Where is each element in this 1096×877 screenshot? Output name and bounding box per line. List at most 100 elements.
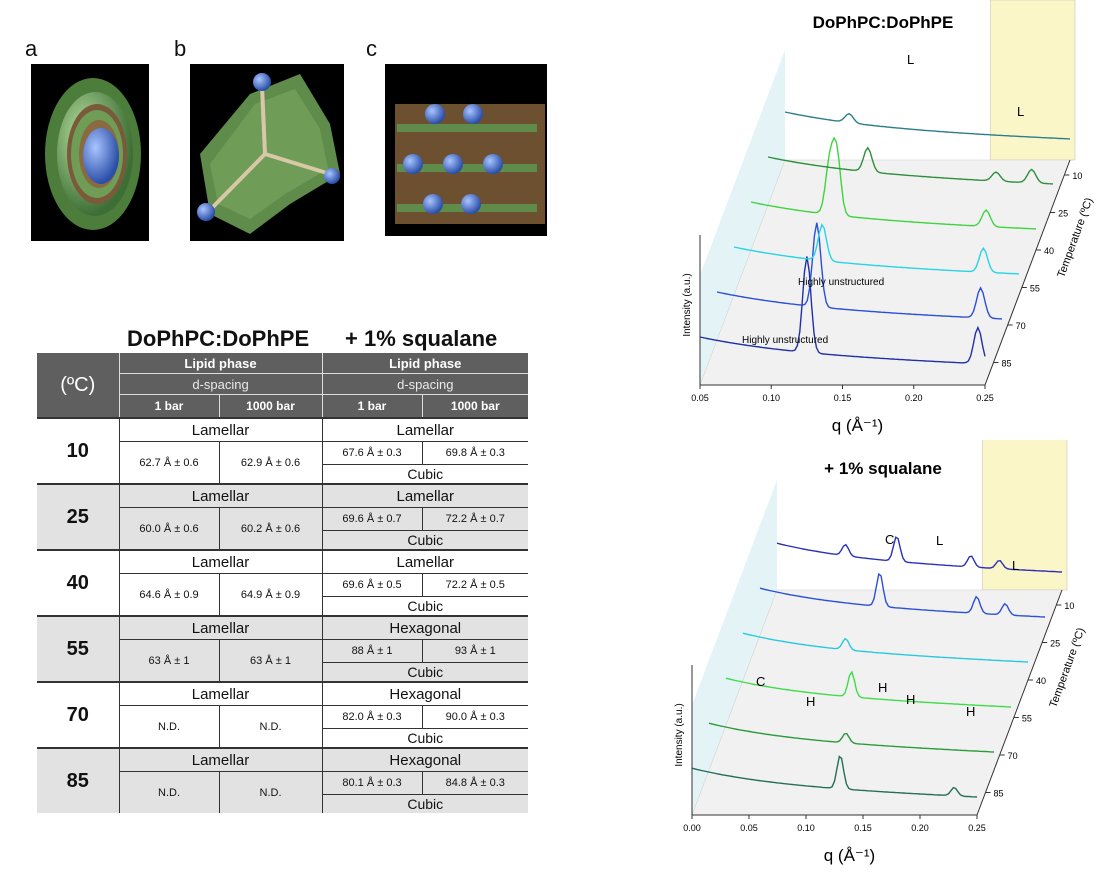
series-line	[742, 632, 1029, 663]
left-phase: Lamellar	[119, 681, 323, 706]
peak-annotation: H	[906, 692, 915, 707]
series-line	[716, 222, 1003, 320]
row-temperature: 85	[37, 747, 120, 813]
series-line	[750, 136, 1037, 230]
left-phase: Lamellar	[119, 615, 323, 640]
left-wall	[700, 50, 785, 385]
d-spacing-header-right: d-spacing	[322, 373, 529, 395]
right-value-1000bar: 69.8 Å ± 0.3	[445, 447, 505, 459]
peak-annotation: C	[885, 532, 894, 547]
right-value-1bar: 67.6 Å ± 0.3	[322, 441, 423, 465]
left-phase: Lamellar	[119, 747, 323, 772]
right-phase: Hexagonal	[322, 681, 529, 706]
series-line	[759, 572, 1046, 618]
pressure-1000bar-left: 1000 bar	[219, 394, 323, 418]
back-wall	[981, 429, 1068, 591]
z-tick-label: 85	[994, 789, 1004, 799]
left-value-1bar: 60.0 Å ± 0.6	[119, 507, 220, 550]
peak-annotation: L	[936, 533, 943, 548]
left-phase: Lamellar	[119, 549, 323, 574]
series-line	[767, 146, 1054, 185]
x-tick-label: 0.25	[968, 823, 986, 833]
y-axis-label: Intensity (a.u.)	[674, 703, 685, 766]
table-title-right: + 1% squalane	[345, 326, 498, 351]
series-line	[725, 670, 1012, 708]
z-tick-label: 85	[1002, 359, 1012, 369]
z-tick-label: 55	[1022, 714, 1032, 724]
left-value-1000bar: 64.9 Å ± 0.9	[219, 573, 323, 616]
left-phase: Lamellar	[119, 483, 323, 508]
table-row: 55 Lamellar Hexagonal	[37, 615, 529, 682]
right-phase: Hexagonal	[322, 615, 529, 640]
x-tick-label: 0.05	[691, 393, 709, 403]
cubic-phase-illustration	[190, 64, 344, 241]
right-phase: Lamellar	[322, 549, 529, 574]
right-value-1000bar: 72.2 Å ± 0.5	[445, 579, 505, 591]
pressure-1bar-right: 1 bar	[322, 394, 423, 418]
x-tick-label: 0.10	[762, 393, 780, 403]
table-title-left: DoPhPC:DoPhPE	[127, 326, 310, 351]
left-value-1bar: N.D.	[119, 771, 220, 813]
z-tick-label: 10	[1072, 171, 1082, 181]
left-value-1bar: 63 Å ± 1	[119, 639, 220, 682]
x-axis-label: q (Å⁻¹)	[824, 846, 875, 865]
lipid-phase-header-right: Lipid phase	[322, 353, 529, 374]
peak-annotation: Highly unstructured	[742, 335, 828, 346]
chart-title: + 1% squalane	[824, 459, 942, 478]
z-tick-label: 70	[1016, 321, 1026, 331]
right-value-1bar: 69.6 Å ± 0.5	[322, 573, 423, 597]
peak-annotation: C	[756, 674, 765, 689]
z-axis	[984, 159, 1071, 386]
chart-title: DoPhPC:DoPhPE	[813, 13, 954, 32]
series-line	[708, 722, 995, 753]
series-line	[784, 111, 1071, 140]
left-value-1000bar: 63 Å ± 1	[219, 639, 323, 682]
right-value-1bar: 82.0 Å ± 0.3	[322, 705, 423, 729]
left-value-1bar: 64.6 Å ± 0.9	[119, 573, 220, 616]
z-tick-label: 55	[1030, 284, 1040, 294]
peak-annotation: H	[806, 694, 815, 709]
pressure-1bar-left: 1 bar	[119, 394, 220, 418]
right-phase: Lamellar	[322, 417, 529, 442]
vesicle-illustration	[31, 64, 149, 241]
saxs-plot-top: DoPhPC:DoPhPE 0.05 0.10 0.15 0.20 0.25 q (Å⁻¹)…	[670, 0, 1096, 440]
right-extra-phase: Cubic	[322, 662, 529, 682]
panel-letter-c: c	[366, 36, 377, 61]
peak-annotation: H	[878, 680, 887, 695]
table-row: 25 Lamellar Lamellar	[37, 483, 529, 550]
row-temperature: 55	[37, 615, 120, 682]
hexagonal-phase-illustration	[385, 64, 547, 236]
table-row: 10 Lamellar Lamellar	[37, 417, 529, 484]
peak-annotation: L	[1012, 558, 1019, 573]
peak-annotation: Highly unstructured	[798, 277, 884, 288]
peak-annotation: H	[966, 704, 975, 719]
z-tick-label: 25	[1058, 209, 1068, 219]
x-tick-label: 0.20	[905, 393, 923, 403]
panel-letter-b: b	[174, 36, 187, 61]
row-temperature: 40	[37, 549, 120, 616]
left-value-1000bar: N.D.	[219, 705, 323, 748]
series-line	[691, 755, 978, 798]
d-spacing-header-left: d-spacing	[119, 373, 323, 395]
plot-canvas: + 1% squalane 0.00 0.05 0.10 0.15 0.20 0.25 q (…	[674, 429, 1087, 865]
right-extra-phase: Cubic	[322, 794, 529, 813]
x-tick-label: 0.10	[797, 823, 815, 833]
table-row: 40 Lamellar Lamellar	[37, 549, 529, 616]
left-value-1bar: 62.7 Å ± 0.6	[119, 441, 220, 484]
right-value-1000bar: 93 Å ± 1	[422, 639, 529, 663]
right-value-1bar: 69.6 Å ± 0.7	[322, 507, 423, 531]
peak-annotation: L	[907, 52, 914, 67]
left-value-1000bar: N.D.	[219, 771, 323, 813]
left-value-1000bar: 62.9 Å ± 0.6	[219, 441, 323, 484]
right-value-1000bar: 84.8 Å ± 0.3	[422, 771, 529, 795]
left-value-1000bar: 60.2 Å ± 0.6	[219, 507, 323, 550]
right-extra-phase: Cubic	[322, 728, 529, 748]
series-line	[776, 536, 1063, 573]
table-row: 85 Lamellar Hexagonal	[37, 747, 529, 813]
temperature-header: (ºC)	[37, 353, 120, 418]
x-tick-label: 0.05	[740, 823, 758, 833]
right-extra-phase: Cubic	[322, 464, 529, 484]
d-spacing-table: (ºC) Lipid phase Lipid phase d-spacing d…	[37, 353, 529, 813]
right-extra-phase: Cubic	[322, 596, 529, 616]
left-wall	[692, 480, 777, 815]
